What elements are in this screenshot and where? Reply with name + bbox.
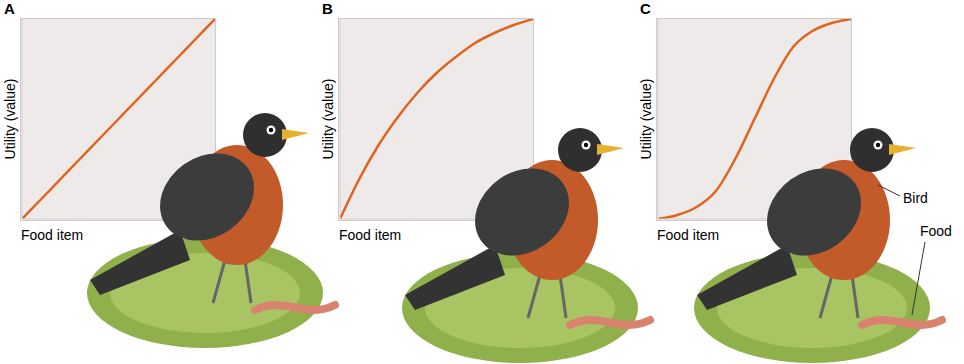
html-text:Utility (value): Utility (value) <box>2 78 18 160</box>
svg-text:Bird: Bird <box>903 190 928 206</box>
svg-text:Food: Food <box>920 223 952 239</box>
html-text:Utility (value): Utility (value) <box>320 78 336 160</box>
html-text:Utility (value): Utility (value) <box>638 78 654 160</box>
html-text:C: C <box>640 0 651 17</box>
html-text:A: A <box>4 0 15 17</box>
html-text:Food item: Food item <box>21 227 84 243</box>
html-text:Food item: Food item <box>657 227 720 243</box>
html-text:Food item: Food item <box>339 227 402 243</box>
html-text:B: B <box>322 0 333 17</box>
